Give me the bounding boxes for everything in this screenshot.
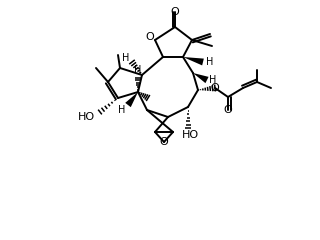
Text: O: O — [160, 137, 168, 147]
Text: H: H — [118, 105, 126, 115]
Text: HO: HO — [181, 130, 199, 140]
Text: HO: HO — [77, 112, 95, 122]
Text: H: H — [209, 75, 217, 85]
Text: H: H — [122, 53, 130, 63]
Text: O: O — [211, 83, 220, 93]
Text: O: O — [224, 105, 232, 115]
Text: O: O — [146, 32, 154, 42]
Polygon shape — [183, 57, 204, 65]
Text: H: H — [206, 57, 214, 67]
Polygon shape — [193, 73, 209, 83]
Text: O: O — [171, 7, 180, 17]
Text: H: H — [134, 65, 142, 75]
Polygon shape — [125, 92, 138, 107]
